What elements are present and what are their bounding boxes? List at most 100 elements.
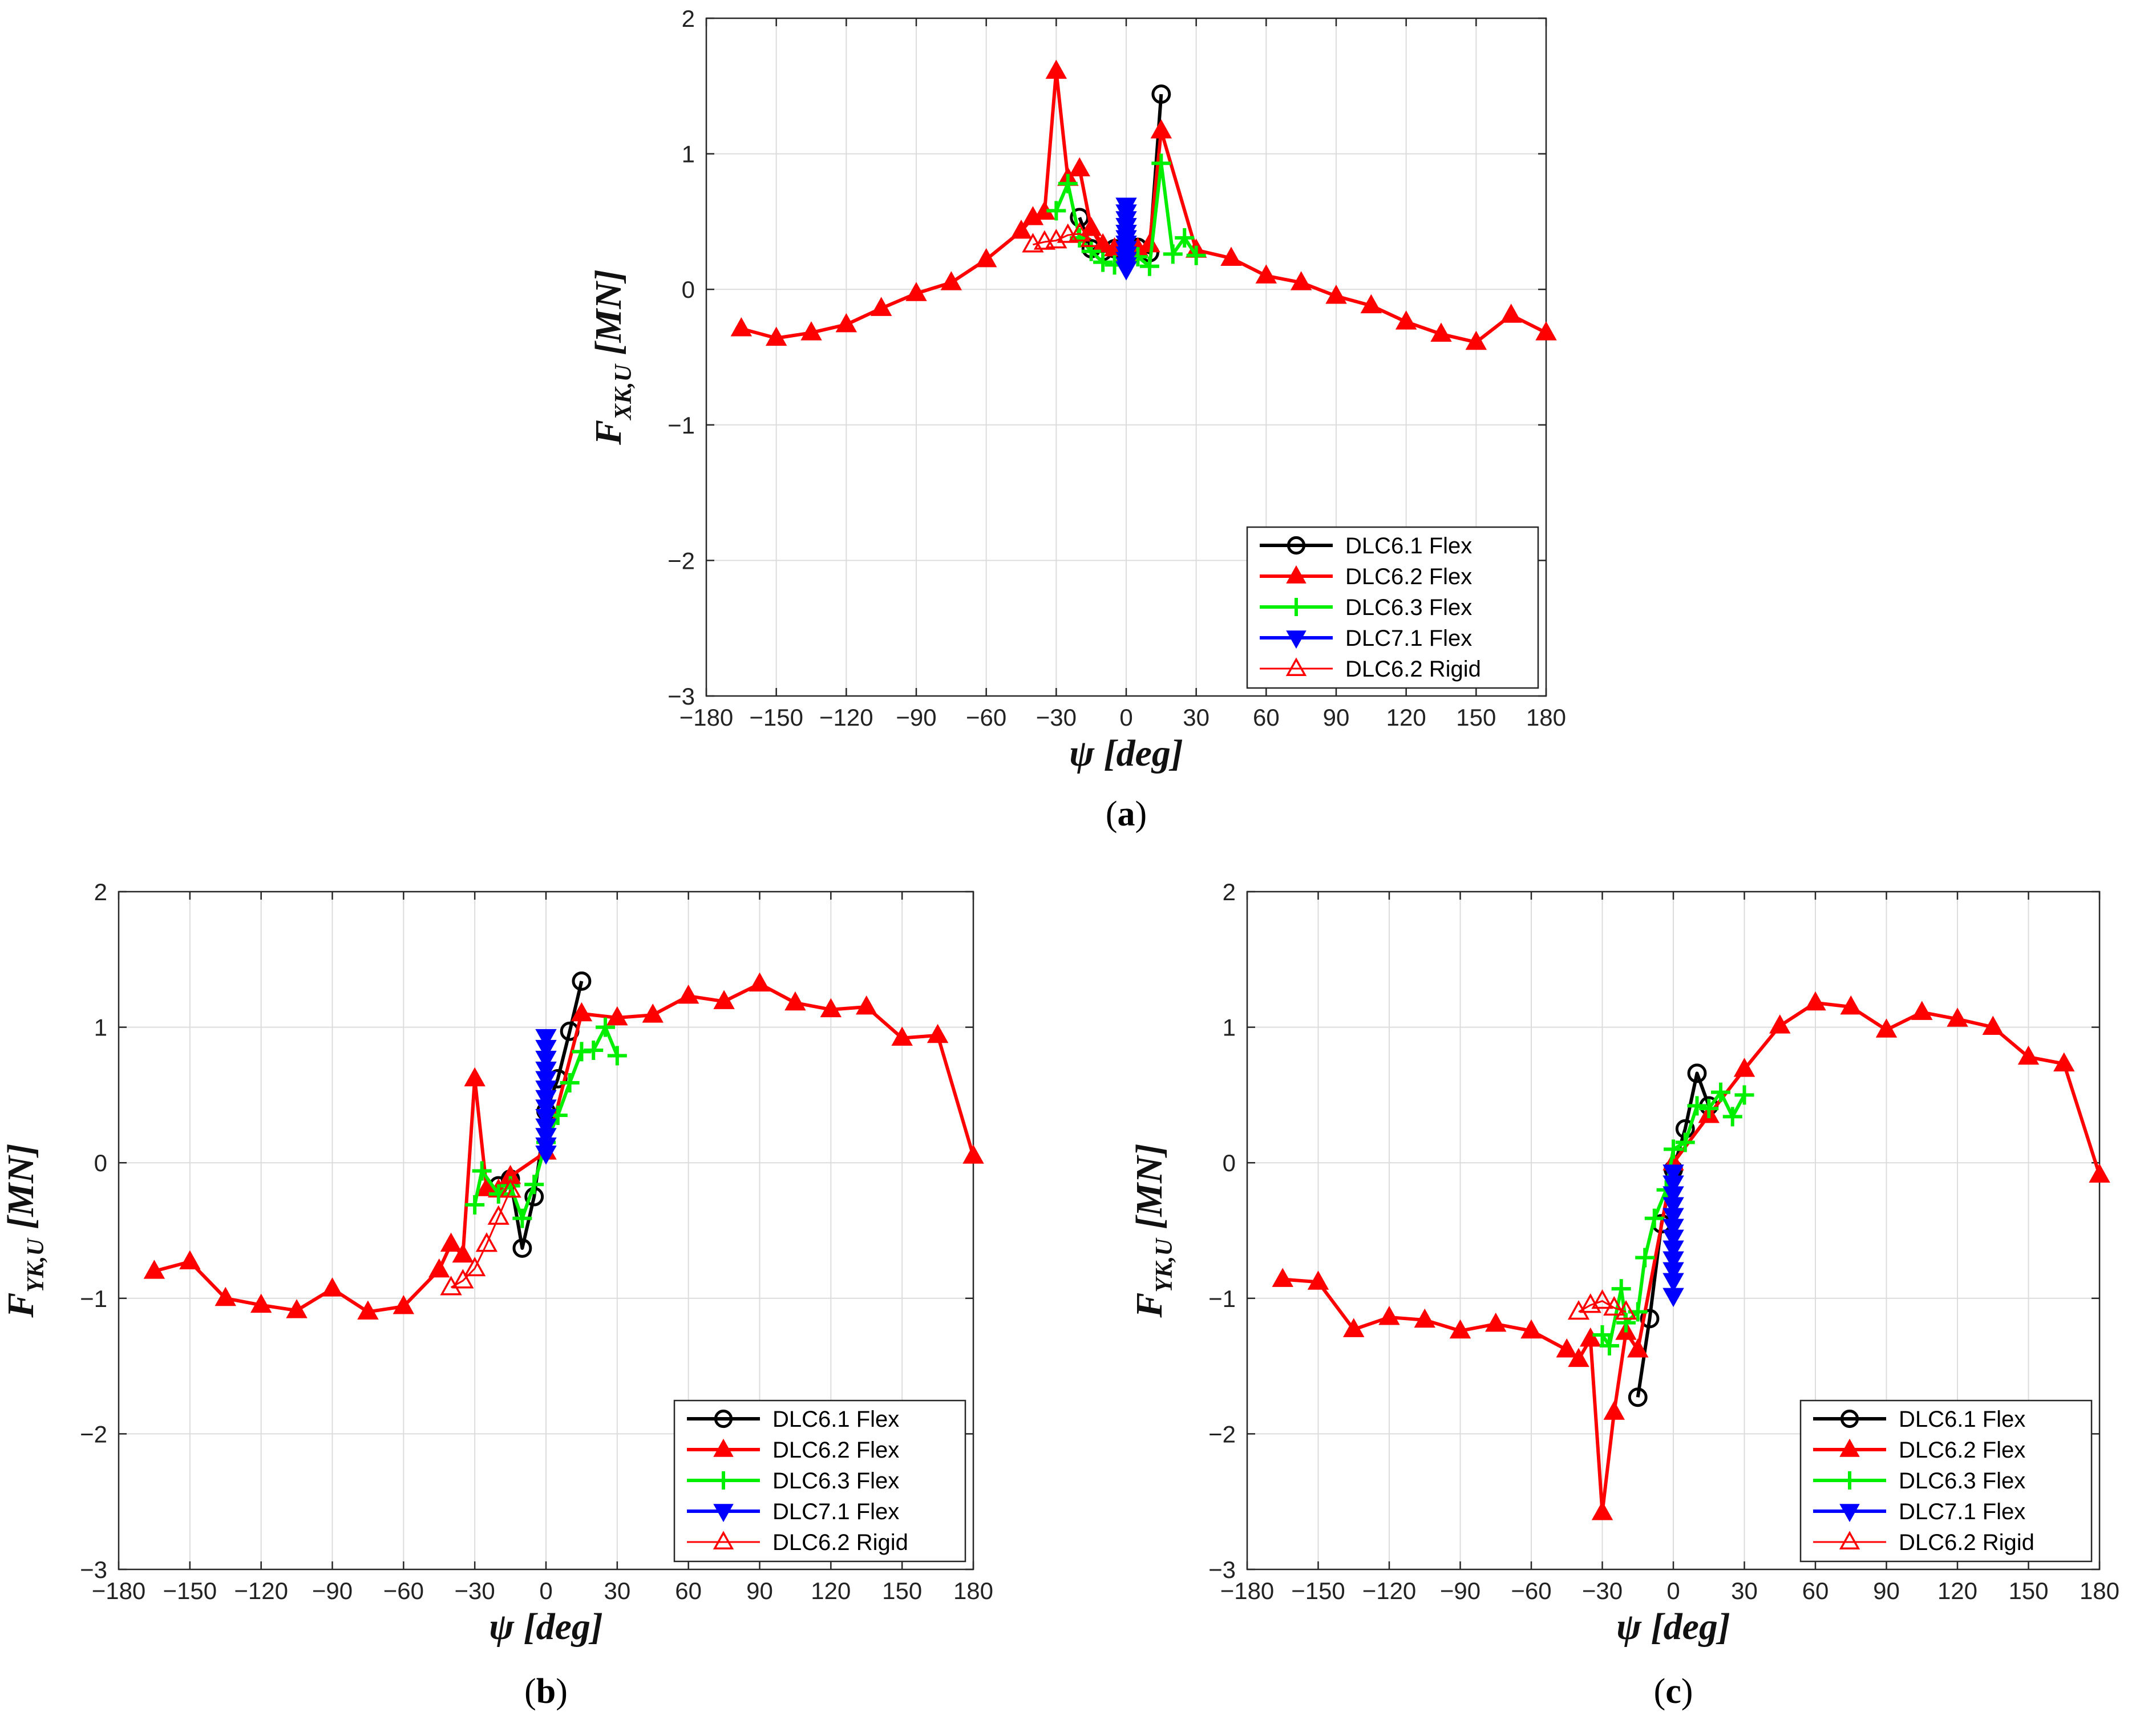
data-point bbox=[465, 1195, 485, 1215]
data-point bbox=[535, 1061, 557, 1081]
x-tick-label: 90 bbox=[746, 1577, 773, 1604]
data-point bbox=[1186, 245, 1206, 265]
legend-entry-label: DLC6.2 Flex bbox=[1345, 564, 1472, 589]
data-point bbox=[749, 972, 771, 991]
series-line bbox=[1283, 1001, 2101, 1515]
data-point bbox=[1069, 157, 1090, 177]
data-point bbox=[1734, 1085, 1754, 1105]
data-point bbox=[321, 1277, 343, 1297]
data-point bbox=[1057, 223, 1079, 243]
data-point bbox=[905, 282, 927, 301]
data-point bbox=[1591, 1501, 1613, 1520]
y-label-subscript: YK,U bbox=[23, 1237, 49, 1292]
chart-panel-b: −180 −150 −120 −90 −60 −30 0 30 60 90 120 150 180−3−… bbox=[0, 879, 993, 1711]
y-label-main: F bbox=[0, 1293, 42, 1318]
data-point bbox=[1151, 153, 1171, 173]
legend-entry-label: DLC6.3 Flex bbox=[1345, 595, 1472, 620]
y-tick-label: −3 bbox=[1208, 1556, 1236, 1583]
data-point bbox=[1069, 222, 1091, 242]
data-point bbox=[2017, 1045, 2040, 1065]
data-point bbox=[464, 1256, 486, 1277]
x-tick-label: 60 bbox=[1802, 1577, 1829, 1604]
data-point bbox=[606, 1006, 628, 1026]
data-point bbox=[1627, 1338, 1649, 1358]
legend-marker bbox=[1841, 1471, 1859, 1490]
data-point bbox=[1343, 1318, 1365, 1337]
series-dlc7-1-flex bbox=[535, 1029, 557, 1165]
legend-entry-label: DLC6.3 Flex bbox=[772, 1468, 899, 1494]
data-point bbox=[1640, 1309, 1660, 1329]
data-point bbox=[1465, 330, 1487, 350]
data-point bbox=[535, 1080, 557, 1100]
data-point bbox=[1046, 201, 1066, 221]
data-point bbox=[535, 1128, 557, 1147]
legend-marker bbox=[1839, 1531, 1860, 1549]
legend-entry-label: DLC6.2 Rigid bbox=[772, 1530, 908, 1555]
y-tick-label: −1 bbox=[1208, 1285, 1236, 1312]
data-point bbox=[1664, 1139, 1683, 1159]
x-tick-label: 0 bbox=[539, 1577, 552, 1604]
y-tick-label: 2 bbox=[682, 5, 695, 32]
data-point bbox=[475, 1232, 498, 1252]
panel-label-letter: b bbox=[536, 1672, 556, 1711]
data-point bbox=[440, 1232, 462, 1252]
data-point bbox=[1010, 219, 1032, 239]
data-point bbox=[1307, 1270, 1329, 1290]
data-point bbox=[1535, 321, 1557, 341]
data-point bbox=[1567, 1300, 1590, 1320]
data-point bbox=[856, 995, 877, 1015]
legend-entry-label: DLC7.1 Flex bbox=[1899, 1499, 2025, 1524]
legend-marker bbox=[1286, 565, 1306, 584]
data-point bbox=[607, 1046, 627, 1066]
data-point bbox=[962, 1144, 984, 1164]
y-tick-label: 2 bbox=[1223, 879, 1236, 905]
legend-entry-label: DLC6.3 Flex bbox=[1899, 1468, 2025, 1494]
legend-marker bbox=[1287, 536, 1306, 555]
x-tick-label: 120 bbox=[1937, 1577, 1977, 1604]
data-point bbox=[452, 1243, 474, 1263]
data-point bbox=[1662, 1240, 1684, 1260]
data-point bbox=[535, 1050, 557, 1070]
data-point bbox=[1662, 1288, 1684, 1308]
data-point bbox=[428, 1258, 450, 1278]
data-point bbox=[1675, 1132, 1695, 1152]
x-tick-label: −60 bbox=[1511, 1577, 1551, 1604]
panel-label-close: ) bbox=[1681, 1672, 1693, 1711]
series-line bbox=[1578, 1300, 1627, 1313]
x-tick-label: −90 bbox=[312, 1577, 353, 1604]
data-point bbox=[1175, 228, 1195, 248]
x-tick-label: 150 bbox=[1456, 704, 1496, 731]
data-point bbox=[1662, 1219, 1684, 1238]
x-tick-label: 180 bbox=[1526, 704, 1566, 731]
series-dlc6-2-rigid bbox=[440, 1178, 521, 1296]
y-label-unit: [MN] bbox=[0, 1143, 42, 1239]
data-point bbox=[820, 998, 842, 1018]
data-point bbox=[357, 1300, 379, 1320]
data-point bbox=[1662, 1175, 1684, 1195]
y-label-unit: [MN] bbox=[1128, 1143, 1170, 1239]
legend-marker bbox=[1840, 1409, 1859, 1428]
series-dlc6-2-flex bbox=[1272, 991, 2110, 1520]
data-point bbox=[393, 1294, 415, 1314]
data-point bbox=[1290, 271, 1312, 290]
data-point bbox=[713, 990, 735, 1009]
data-point bbox=[1058, 173, 1078, 193]
panel-label-close: ) bbox=[556, 1672, 568, 1711]
x-tick-label: −150 bbox=[749, 704, 803, 731]
data-point bbox=[1911, 1001, 1933, 1020]
panel-label: (b) bbox=[524, 1672, 568, 1711]
x-axis-label: ψ [deg] bbox=[1069, 733, 1183, 774]
data-point bbox=[1875, 1018, 1898, 1038]
data-point bbox=[870, 297, 892, 316]
data-point bbox=[1947, 1007, 1968, 1027]
data-point bbox=[179, 1250, 201, 1270]
data-point bbox=[1722, 1107, 1742, 1127]
panel-label-letter: c bbox=[1665, 1672, 1681, 1711]
data-point bbox=[975, 248, 997, 268]
x-tick-label: −180 bbox=[1220, 1577, 1275, 1604]
data-point bbox=[677, 984, 699, 1004]
data-point bbox=[1591, 1289, 1613, 1309]
x-tick-label: 120 bbox=[811, 1577, 851, 1604]
data-point bbox=[1080, 217, 1102, 236]
